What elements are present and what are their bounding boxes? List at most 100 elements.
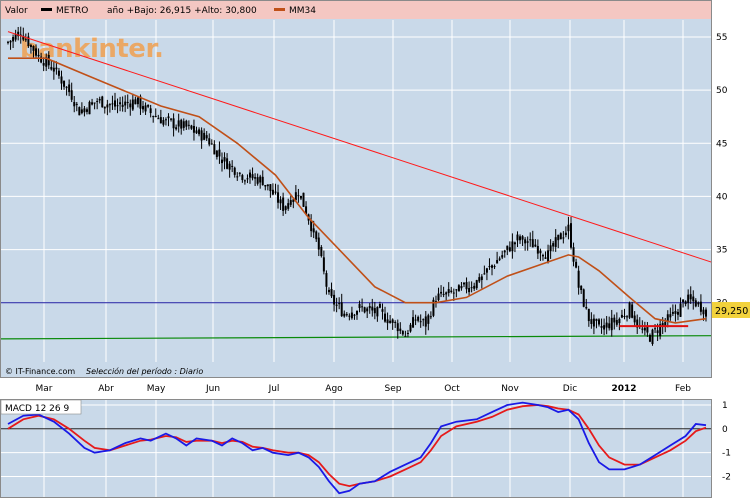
candle-body bbox=[664, 322, 667, 326]
candle-body bbox=[27, 36, 30, 46]
candle-body bbox=[315, 231, 318, 240]
candle-body bbox=[674, 311, 677, 314]
candle-body bbox=[287, 203, 290, 209]
candle-body bbox=[684, 301, 687, 305]
candle-body bbox=[631, 304, 634, 318]
candle-body bbox=[335, 304, 338, 306]
candle-body bbox=[575, 261, 578, 268]
candle-body bbox=[264, 184, 267, 187]
x-tick-label: Abr bbox=[98, 384, 114, 394]
candle-body bbox=[353, 314, 356, 316]
candle-body bbox=[226, 158, 229, 169]
candle-body bbox=[139, 96, 142, 109]
candle-body bbox=[45, 57, 48, 67]
price-panel-frame bbox=[0, 0, 712, 378]
candle-body bbox=[238, 172, 241, 174]
candle-body bbox=[450, 290, 453, 292]
candle-body bbox=[412, 317, 415, 328]
candle-body bbox=[689, 294, 692, 300]
candle-body bbox=[356, 310, 358, 315]
candle-body bbox=[103, 106, 106, 109]
candle-body bbox=[259, 176, 262, 183]
candle-body bbox=[628, 302, 631, 318]
candle-body bbox=[113, 100, 116, 107]
last-value-text: 29,250 bbox=[715, 306, 748, 317]
candle-body bbox=[702, 309, 705, 315]
candle-body bbox=[101, 96, 104, 108]
x-tick-label: Nov bbox=[501, 384, 519, 394]
candle-body bbox=[654, 328, 657, 330]
candle-body bbox=[60, 76, 63, 84]
candle-body bbox=[582, 289, 585, 307]
candle-body bbox=[513, 242, 516, 245]
candle-body bbox=[175, 127, 178, 130]
candle-body bbox=[70, 90, 73, 100]
candle-body bbox=[40, 56, 43, 63]
candle-body bbox=[75, 103, 78, 105]
candle-body bbox=[220, 159, 223, 164]
candle-body bbox=[55, 67, 58, 70]
candle-body bbox=[541, 254, 544, 257]
x-tick-label: Sep bbox=[385, 384, 402, 394]
candle-body bbox=[185, 120, 188, 127]
candle-body bbox=[91, 102, 94, 105]
candle-body bbox=[679, 303, 682, 317]
candle-body bbox=[213, 144, 216, 155]
candle-body bbox=[473, 285, 476, 289]
candle-body bbox=[605, 322, 608, 328]
candle-body bbox=[508, 247, 511, 252]
candle-body bbox=[9, 40, 12, 43]
candle-body bbox=[636, 319, 639, 328]
candle-body bbox=[659, 324, 662, 337]
candle-body bbox=[93, 102, 96, 104]
candle-body bbox=[552, 243, 555, 247]
candle-body bbox=[526, 241, 529, 243]
candle-body bbox=[373, 308, 376, 314]
candle-body bbox=[200, 130, 203, 141]
candle-body bbox=[57, 70, 60, 76]
candle-body bbox=[396, 323, 399, 332]
candle-body bbox=[569, 223, 572, 248]
candle-body bbox=[269, 184, 272, 192]
candle-body bbox=[320, 246, 323, 257]
candle-body bbox=[585, 306, 588, 309]
candle-body bbox=[462, 282, 465, 285]
candle-body bbox=[348, 315, 351, 317]
candle-body bbox=[363, 307, 366, 313]
candle-body bbox=[524, 239, 527, 244]
candle-body bbox=[656, 330, 659, 334]
candle-body bbox=[312, 228, 315, 233]
candle-body bbox=[233, 167, 236, 175]
legend-ma-swatch bbox=[274, 8, 285, 11]
candle-body bbox=[223, 157, 226, 162]
candle-body bbox=[468, 288, 471, 293]
candle-body bbox=[544, 257, 547, 259]
candle-body bbox=[406, 332, 409, 334]
candle-body bbox=[378, 303, 381, 308]
candle-body bbox=[651, 329, 654, 345]
candle-body bbox=[119, 102, 122, 105]
candle-body bbox=[305, 206, 308, 215]
legend-range-text: año +Bajo: 26,915 +Alto: 30,800 bbox=[107, 6, 257, 16]
candle-body bbox=[699, 301, 702, 312]
candle-body bbox=[310, 220, 313, 232]
candle-body bbox=[419, 321, 422, 323]
candle-body bbox=[243, 180, 246, 182]
candle-body bbox=[322, 257, 325, 272]
y-tick-label: 55 bbox=[716, 33, 727, 43]
candle-body bbox=[292, 199, 295, 203]
candle-body bbox=[126, 101, 129, 103]
candle-body bbox=[547, 250, 550, 262]
y-tick-label: 40 bbox=[716, 192, 728, 202]
candle-body bbox=[111, 103, 114, 105]
legend-series-swatch bbox=[41, 8, 52, 11]
candle-body bbox=[587, 308, 590, 322]
candle-body bbox=[694, 300, 697, 307]
candle-body bbox=[302, 192, 305, 207]
candle-body bbox=[682, 299, 685, 303]
candle-body bbox=[620, 314, 623, 318]
candle-body bbox=[159, 117, 162, 124]
candle-body bbox=[661, 323, 664, 327]
candle-body bbox=[78, 107, 81, 116]
x-axis-tick-labels: Mar Abr May Jun Jul Ago Sep Oct Nov Dic 2012 Feb bbox=[36, 384, 692, 394]
